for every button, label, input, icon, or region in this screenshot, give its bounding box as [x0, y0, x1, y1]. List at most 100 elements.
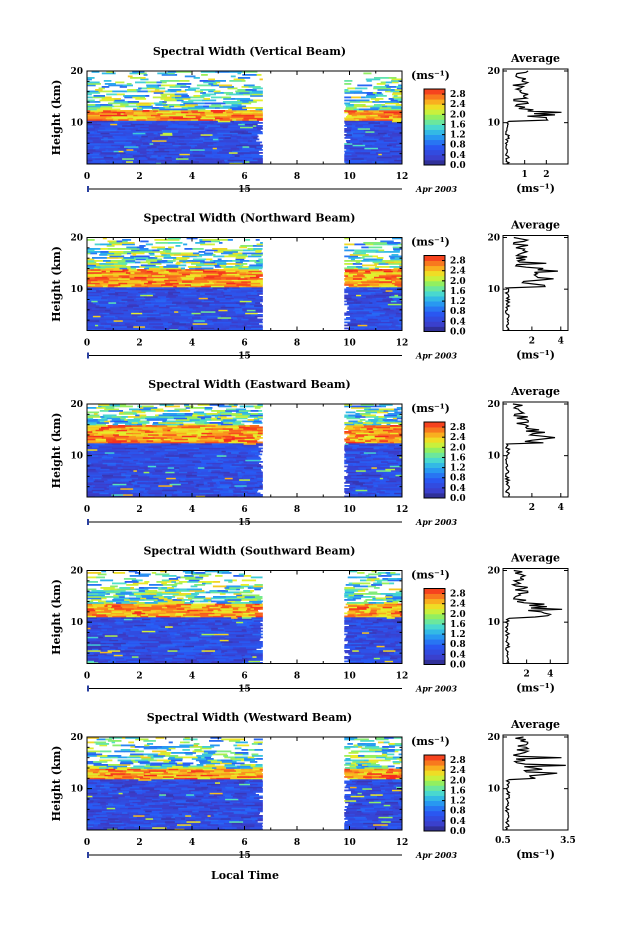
average-title: Average: [510, 52, 560, 65]
colorbar-tick-label: 2.8: [450, 423, 466, 433]
heatmap-cell: [193, 253, 199, 255]
heatmap-cell: [108, 241, 113, 243]
average-frame: [503, 402, 568, 497]
colorbar-segment: [424, 109, 445, 114]
average-profile-line: [506, 71, 562, 164]
average-profile-line: [506, 238, 558, 331]
avg-x-tick-label: 4: [558, 503, 564, 513]
heatmap-cell: [377, 104, 382, 106]
data-gap: [263, 404, 344, 497]
colorbar-tick-label: 2.4: [450, 267, 466, 277]
heatmap-cell: [120, 94, 125, 96]
date-marker: [87, 353, 89, 359]
heatmap-cell: [364, 250, 379, 252]
heatmap-cell: [126, 247, 137, 249]
avg-x-tick-label: 2: [529, 337, 535, 347]
heatmap-cell: [197, 103, 205, 105]
heatmap-cell: [244, 85, 255, 87]
x-tick-label: 12: [396, 172, 409, 182]
beam-panel-3: Spectral Width (Eastward Beam)2010Height…: [50, 378, 568, 528]
x-tick-label: 6: [241, 172, 247, 182]
heatmap-cell: [201, 74, 208, 76]
heatmap-cell: [112, 91, 127, 93]
heatmap-cell: [133, 109, 137, 111]
average-frame: [503, 236, 568, 331]
heatmap-cell: [347, 88, 355, 90]
heatmap-cell: [214, 239, 228, 241]
heatmap-cell: [226, 409, 236, 411]
heatmap-cell: [132, 95, 146, 97]
heatmap-cells: [87, 71, 402, 164]
heatmap-cell: [355, 88, 362, 90]
heatmap-cell: [379, 409, 391, 411]
heatmap-cell: [199, 251, 206, 253]
heatmap-cell: [161, 85, 165, 87]
avg-x-tick-label: 1: [522, 170, 528, 180]
heatmap-cell: [350, 91, 362, 93]
heatmap-cell: [354, 250, 360, 252]
heatmap-cell: [354, 104, 366, 106]
heatmap-cell: [373, 256, 379, 258]
heatmap-cell: [114, 98, 121, 100]
heatmap-cell: [205, 407, 213, 409]
colorbar-segment: [424, 447, 445, 452]
heatmap-cell: [87, 412, 99, 414]
heatmap-cell: [115, 82, 124, 84]
heatmap-cell: [121, 416, 128, 418]
panel-title: Spectral Width (Southward Beam): [143, 545, 355, 558]
heatmap-cell: [369, 268, 376, 270]
heatmap-cell: [343, 322, 351, 324]
heatmap-cell: [361, 247, 369, 249]
heatmap-cell: [109, 251, 124, 253]
heatmap-cell: [373, 92, 377, 94]
heatmap-cells: [87, 404, 402, 497]
heatmap-cell: [106, 94, 117, 96]
heatmap-cell: [87, 239, 95, 241]
colorbar-segment: [424, 256, 445, 261]
heatmap-cell: [100, 251, 109, 253]
avg-y-tick-label: 10: [487, 452, 500, 462]
heatmap-cell: [157, 73, 168, 75]
colorbar-tick-label: 2.4: [450, 100, 466, 110]
heatmap-cell: [108, 248, 118, 250]
heatmap-cell: [175, 94, 188, 96]
heatmap-cell: [202, 268, 214, 270]
data-gap: [263, 238, 344, 331]
colorbar-segment: [424, 452, 445, 457]
heatmap-cell: [179, 80, 189, 82]
average-title: Average: [510, 219, 560, 232]
heatmap-cell: [240, 245, 253, 247]
heatmap-cell: [103, 260, 111, 262]
colorbar-tick-label: 0.0: [450, 328, 466, 338]
avg-x-tick-label: 4: [558, 337, 564, 347]
avg-x-tick-label: 2: [543, 170, 549, 180]
x-tick-label: 0: [84, 505, 90, 515]
heatmap-cell: [363, 259, 377, 261]
heatmap-cell: [347, 266, 357, 268]
heatmap-cell: [147, 416, 157, 418]
colorbar-segment: [424, 140, 445, 145]
colorbar-tick-label: 1.6: [450, 287, 466, 297]
heatmap-cell: [135, 82, 146, 84]
heatmap-cell: [131, 266, 140, 268]
heatmap-cell: [159, 101, 163, 103]
colorbar-segment: [424, 458, 445, 463]
heatmap-cell: [219, 85, 226, 87]
colorbar-tick-label: 0.4: [450, 317, 466, 327]
heatmap-cell: [231, 76, 236, 78]
x-tick-label: 4: [189, 172, 195, 182]
heatmap-cell: [164, 85, 175, 87]
data-gap: [263, 71, 344, 164]
colorbar-segment: [424, 266, 445, 271]
heatmap-cell: [250, 425, 260, 427]
avg-x-label: (ms⁻¹): [516, 182, 555, 195]
heatmap-cell: [362, 88, 368, 90]
heatmap-cell: [105, 97, 112, 99]
y-tick-label: 20: [70, 234, 83, 244]
heatmap-cell: [360, 250, 364, 252]
heatmap-cell: [226, 266, 234, 268]
heatmap-cell: [378, 250, 384, 252]
colorbar-tick-label: 2.0: [450, 277, 466, 287]
y-tick-label: 20: [70, 400, 83, 410]
heatmap-cell: [211, 110, 226, 112]
